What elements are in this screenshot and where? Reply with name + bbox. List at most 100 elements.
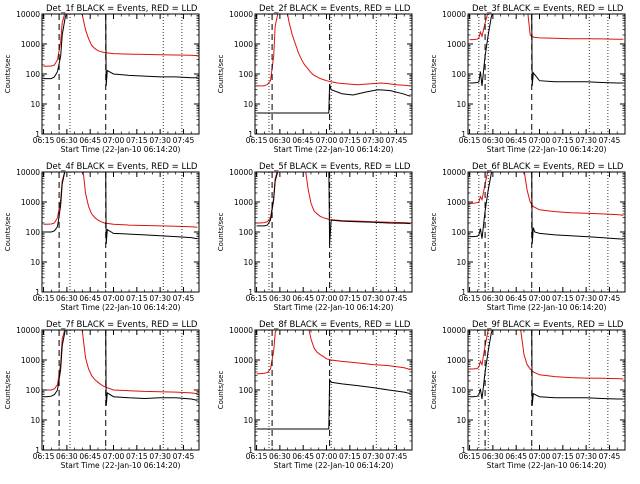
x-tick-label: 06:45	[292, 452, 314, 461]
y-tick-label: 1000	[21, 40, 40, 49]
plot-area	[256, 330, 411, 430]
y-axis-label: Counts/sec	[430, 371, 438, 410]
lld-series	[43, 172, 198, 228]
detector-panel: Det_2f BLACK = Events, RED = LLD Counts/s…	[217, 4, 413, 154]
x-tick-label: 07:15	[552, 136, 574, 145]
detector-panel: Det_7f BLACK = Events, RED = LLD Counts/s…	[4, 320, 200, 470]
y-tick-label: 10	[456, 100, 466, 109]
events-series	[469, 14, 624, 86]
y-tick-label: 10	[456, 258, 466, 267]
x-tick-label: 06:15	[246, 294, 268, 303]
x-tick-label: 06:15	[459, 452, 481, 461]
x-tick-label: 06:15	[459, 136, 481, 145]
y-axis-label: Counts/sec	[217, 55, 225, 94]
y-axis-label: Counts/sec	[217, 213, 225, 252]
y-tick-label: 10	[243, 258, 253, 267]
plot-area	[256, 172, 411, 244]
x-tick-label: 06:45	[292, 136, 314, 145]
y-tick-label: 10	[30, 258, 40, 267]
y-tick-label: 1000	[447, 198, 466, 207]
y-tick-label: 10	[243, 100, 253, 109]
x-tick-label: 06:30	[482, 452, 504, 461]
x-tick-label: 07:00	[529, 294, 551, 303]
y-axis-label: Counts/sec	[4, 371, 12, 410]
y-tick-label: 1	[248, 130, 253, 139]
x-tick-label: 07:30	[149, 136, 171, 145]
detector-panel: Det_5f BLACK = Events, RED = LLD Counts/s…	[217, 162, 413, 312]
panel-title: Det_8f BLACK = Events, RED = LLD	[259, 320, 411, 330]
x-tick-label: 07:15	[126, 136, 148, 145]
y-axis-label: Counts/sec	[430, 55, 438, 94]
x-tick-label: 07:15	[339, 136, 361, 145]
lld-series	[256, 14, 411, 87]
x-tick-label: 07:45	[173, 136, 195, 145]
plot-area	[469, 172, 624, 244]
x-tick-label: 07:15	[552, 452, 574, 461]
y-tick-label: 10000	[442, 10, 466, 19]
y-axis-label: Counts/sec	[217, 371, 225, 410]
y-axis-label: Counts/sec	[4, 55, 12, 94]
y-tick-label: 1	[461, 130, 466, 139]
x-tick-label: 06:15	[33, 452, 55, 461]
panel-title: Det_1f BLACK = Events, RED = LLD	[46, 4, 198, 14]
y-tick-label: 10000	[229, 326, 253, 335]
events-series	[256, 84, 411, 114]
x-axis-label: Start Time (22-Jan-10 06:14:20)	[487, 145, 607, 154]
events-series	[43, 172, 198, 244]
panel-title: Det_7f BLACK = Events, RED = LLD	[46, 320, 198, 330]
y-tick-label: 10000	[229, 168, 253, 177]
plot-area	[43, 172, 198, 244]
detector-panel: Det_4f BLACK = Events, RED = LLD Counts/s…	[4, 162, 200, 312]
x-axis-label: Start Time (22-Jan-10 06:14:20)	[274, 461, 394, 470]
y-tick-label: 10000	[16, 326, 40, 335]
events-series	[43, 330, 198, 406]
y-tick-label: 100	[26, 228, 41, 237]
x-tick-label: 06:45	[292, 294, 314, 303]
y-tick-label: 100	[239, 70, 254, 79]
x-tick-label: 07:30	[362, 136, 384, 145]
lld-series	[469, 14, 624, 41]
y-tick-label: 1	[35, 446, 40, 455]
y-tick-label: 10000	[16, 168, 40, 177]
x-tick-label: 07:30	[149, 452, 171, 461]
x-tick-label: 06:15	[459, 294, 481, 303]
x-tick-label: 06:15	[33, 136, 55, 145]
y-tick-label: 1000	[447, 356, 466, 365]
y-tick-label: 100	[26, 386, 41, 395]
x-tick-label: 06:45	[505, 294, 527, 303]
x-tick-label: 06:45	[79, 452, 101, 461]
x-tick-label: 07:15	[339, 452, 361, 461]
x-axis-label: Start Time (22-Jan-10 06:14:20)	[61, 461, 181, 470]
x-tick-label: 07:30	[362, 294, 384, 303]
x-tick-label: 07:45	[386, 452, 408, 461]
x-tick-label: 06:15	[246, 452, 268, 461]
y-tick-label: 10000	[442, 168, 466, 177]
panel-title: Det_2f BLACK = Events, RED = LLD	[259, 4, 411, 14]
y-tick-label: 100	[26, 70, 41, 79]
x-tick-label: 07:30	[149, 294, 171, 303]
x-tick-label: 07:30	[575, 136, 597, 145]
events-series	[469, 330, 624, 406]
x-tick-label: 07:00	[316, 294, 338, 303]
plot-frame	[467, 171, 626, 293]
plot-frame	[254, 171, 413, 293]
plot-area	[469, 330, 624, 406]
plot-frame	[41, 171, 200, 293]
x-tick-label: 07:45	[599, 452, 621, 461]
detector-panel: Det_9f BLACK = Events, RED = LLD Counts/s…	[430, 320, 626, 470]
x-tick-label: 07:45	[599, 294, 621, 303]
y-axis-label: Counts/sec	[4, 213, 12, 252]
x-tick-label: 07:30	[362, 452, 384, 461]
y-tick-label: 10000	[229, 10, 253, 19]
x-tick-label: 06:30	[269, 294, 291, 303]
detector-panel: Det_6f BLACK = Events, RED = LLD Counts/s…	[430, 162, 626, 312]
x-tick-label: 07:45	[386, 136, 408, 145]
x-tick-label: 07:00	[529, 452, 551, 461]
y-tick-label: 1	[35, 130, 40, 139]
x-tick-label: 06:30	[56, 136, 78, 145]
y-tick-label: 1	[248, 288, 253, 297]
x-tick-label: 06:45	[79, 294, 101, 303]
events-series	[256, 377, 411, 430]
x-tick-label: 06:45	[79, 136, 101, 145]
